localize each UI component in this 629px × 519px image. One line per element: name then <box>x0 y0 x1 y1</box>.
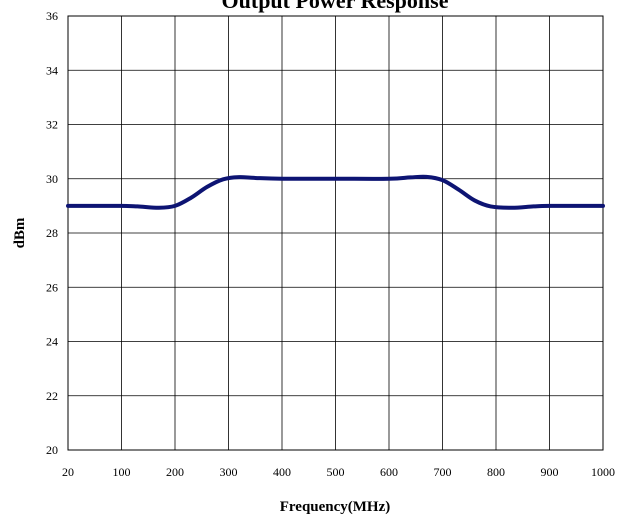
x-tick-label: 100 <box>113 465 131 479</box>
y-tick-label: 32 <box>46 118 58 132</box>
plot-frame <box>67 15 604 451</box>
y-tick-label: 24 <box>46 335 58 349</box>
x-tick-label: 300 <box>220 465 238 479</box>
x-tick-label: 200 <box>166 465 184 479</box>
chart-title: Output Power Response <box>222 0 449 13</box>
series-line <box>66 174 605 210</box>
y-tick-labels: 20 22 24 26 28 30 32 34 36 <box>46 9 58 457</box>
x-tick-label: 400 <box>273 465 291 479</box>
x-tick-label: 600 <box>380 465 398 479</box>
y-tick-label: 26 <box>46 280 58 294</box>
y-tick-label: 28 <box>46 226 58 240</box>
y-tick-label: 34 <box>46 63 58 77</box>
x-tick-label: 700 <box>434 465 452 479</box>
y-tick-label: 20 <box>46 443 58 457</box>
series-lines <box>66 174 605 210</box>
x-tick-label: 500 <box>327 465 345 479</box>
x-tick-labels: 20 100 200 300 400 500 600 700 800 900 1000 <box>62 465 615 479</box>
y-tick-label: 36 <box>46 9 58 23</box>
y-axis-label: dBm <box>12 217 28 248</box>
x-axis-label: Frequency(MHz) <box>280 499 391 515</box>
x-tick-label: 1000 <box>591 465 615 479</box>
x-tick-label: 20 <box>62 465 74 479</box>
x-tick-label: 900 <box>541 465 559 479</box>
y-tick-label: 30 <box>46 172 58 186</box>
y-tick-label: 22 <box>46 389 58 403</box>
grid-lines <box>67 15 604 451</box>
x-tick-label: 800 <box>487 465 505 479</box>
